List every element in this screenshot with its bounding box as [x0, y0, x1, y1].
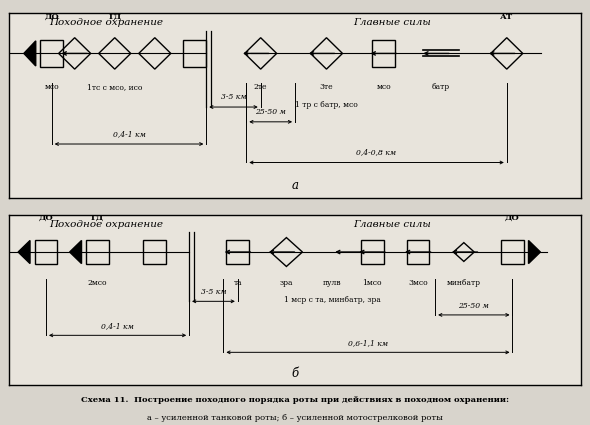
Text: Главные силы: Главные силы: [353, 18, 431, 27]
Text: 1 тр с батр, мсо: 1 тр с батр, мсо: [295, 102, 358, 110]
Text: 0,4-1 км: 0,4-1 км: [113, 130, 146, 138]
Text: мсо: мсо: [376, 83, 391, 91]
Text: ДО: ДО: [505, 214, 520, 222]
Text: 1 мср с та, минбатр, зра: 1 мср с та, минбатр, зра: [284, 296, 381, 304]
Bar: [183, 40, 206, 67]
Text: минбатр: минбатр: [447, 279, 481, 287]
Polygon shape: [70, 241, 81, 264]
Text: 0,6-1,1 км: 0,6-1,1 км: [348, 339, 388, 347]
Text: б: б: [291, 366, 299, 380]
Bar: [40, 40, 63, 67]
Polygon shape: [24, 41, 36, 66]
Bar: [361, 240, 384, 264]
Text: 2те: 2те: [254, 83, 267, 91]
Text: Главные силы: Главные силы: [353, 220, 431, 229]
Text: Походное охранение: Походное охранение: [49, 220, 163, 229]
Text: 25-50 м: 25-50 м: [458, 302, 489, 309]
Text: АТ: АТ: [500, 13, 513, 21]
Text: 3мсо: 3мсо: [408, 279, 428, 287]
Text: 2мсо: 2мсо: [88, 279, 107, 287]
Text: 0,4-1 км: 0,4-1 км: [101, 322, 134, 330]
Text: а: а: [291, 179, 299, 192]
Text: та: та: [234, 279, 242, 287]
Text: а – усиленной танковой роты; б – усиленной мотострелковой роты: а – усиленной танковой роты; б – усиленн…: [147, 414, 443, 422]
Text: 1мсо: 1мсо: [362, 279, 382, 287]
Text: 0,4-0,8 км: 0,4-0,8 км: [356, 148, 396, 156]
Polygon shape: [18, 241, 30, 264]
Text: ГД: ГД: [108, 13, 122, 21]
Text: батр: батр: [432, 83, 450, 91]
Bar: [501, 240, 524, 264]
Text: 1тс с мсо, исо: 1тс с мсо, исо: [87, 83, 142, 91]
Text: 25-50 м: 25-50 м: [255, 108, 286, 116]
Text: ГД: ГД: [91, 214, 104, 222]
Bar: [86, 240, 109, 264]
Text: Схема 11.  Построение походного порядка роты при действиях в походном охранении:: Схема 11. Построение походного порядка р…: [81, 396, 509, 404]
Bar: [407, 240, 430, 264]
Text: мсо: мсо: [44, 83, 59, 91]
Bar: [35, 240, 57, 264]
Bar: [143, 240, 166, 264]
Text: 3-5 км: 3-5 км: [201, 288, 226, 296]
Text: 3-5 км: 3-5 км: [221, 93, 246, 101]
Text: зра: зра: [280, 279, 293, 287]
Bar: [372, 40, 395, 67]
Text: ДО: ДО: [44, 13, 59, 21]
Text: ДО: ДО: [39, 214, 54, 222]
Text: Походное охранение: Походное охранение: [49, 18, 163, 27]
Text: пулв: пулв: [323, 279, 342, 287]
Text: 3те: 3те: [320, 83, 333, 91]
Polygon shape: [529, 241, 540, 264]
Bar: [227, 240, 249, 264]
